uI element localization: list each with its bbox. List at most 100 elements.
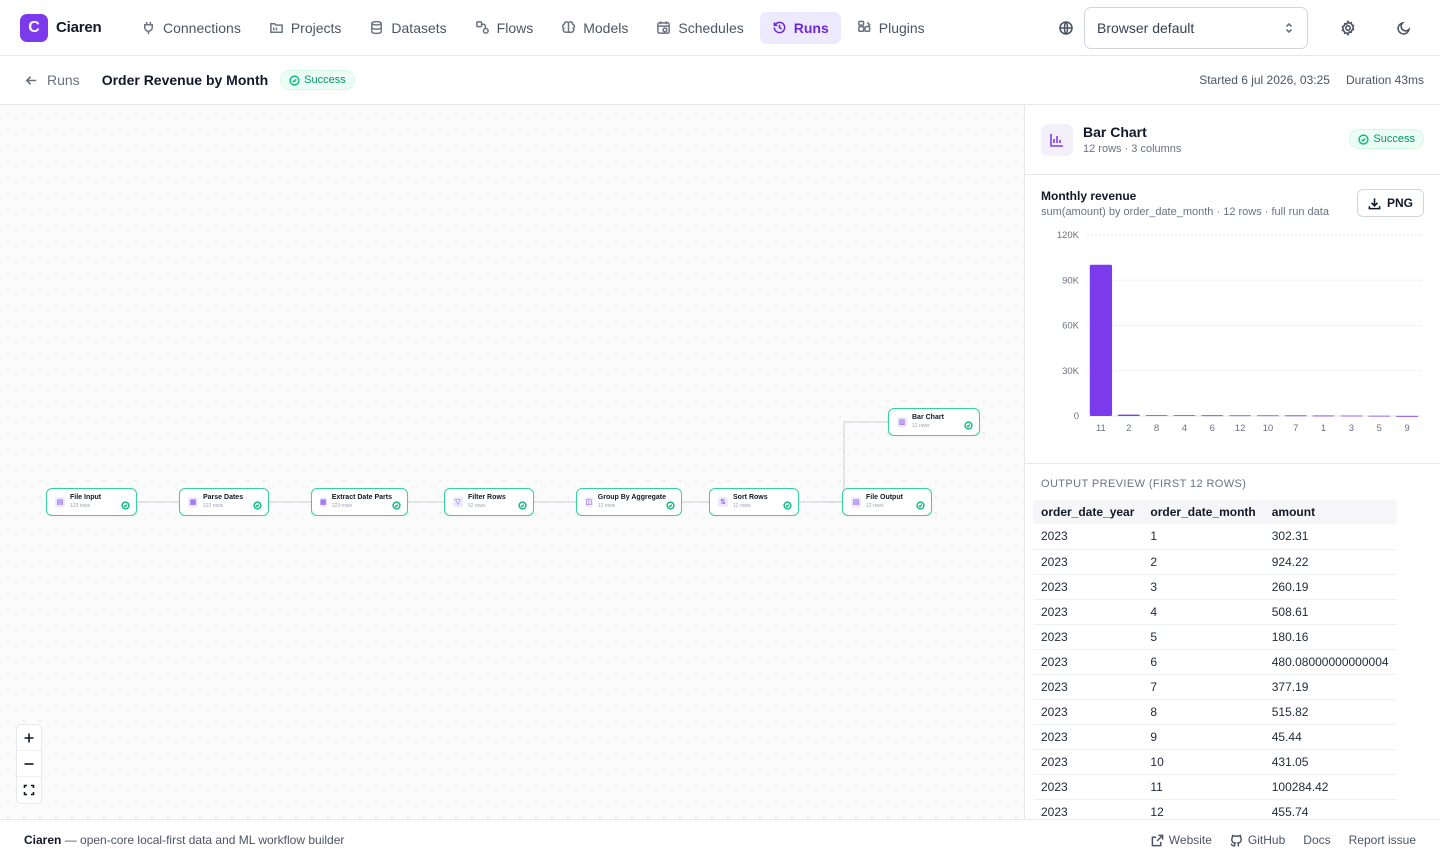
chart-bar bbox=[1340, 415, 1363, 417]
x-tick-label: 9 bbox=[1404, 423, 1409, 434]
flow-canvas[interactable]: ▤ File Input 123 rows ▦ Parse Dates 123 ro… bbox=[0, 105, 1024, 819]
back-to-runs-link[interactable]: Runs bbox=[24, 72, 80, 88]
theme-toggle-button[interactable] bbox=[1388, 12, 1420, 44]
edge bbox=[820, 421, 888, 503]
report-issue-link[interactable]: Report issue bbox=[1349, 833, 1416, 847]
database-icon bbox=[371, 20, 383, 35]
check-circle-icon bbox=[253, 498, 262, 510]
panel-icon bbox=[1041, 123, 1073, 156]
check-circle-icon bbox=[783, 498, 792, 510]
chart-bar bbox=[1201, 415, 1224, 417]
x-tick-label: 6 bbox=[1210, 423, 1215, 434]
brand[interactable]: C Ciaren bbox=[20, 13, 125, 42]
table-cell: 924.22 bbox=[1263, 549, 1397, 575]
table-row: 2023 9 45.44 bbox=[1033, 724, 1397, 750]
flow-node-file-input[interactable]: ▤ File Input 123 rows bbox=[46, 488, 137, 516]
node-name: File Output bbox=[866, 494, 903, 501]
nav-item-label: Schedules bbox=[678, 19, 744, 36]
x-tick-label: 11 bbox=[1096, 423, 1106, 434]
nav-item-runs[interactable]: Runs bbox=[759, 11, 841, 44]
panel-header: Bar Chart 12 rows · 3 columns Success bbox=[1025, 105, 1440, 175]
nav-item-connections[interactable]: Connections bbox=[129, 12, 253, 44]
fit-view-icon bbox=[23, 784, 35, 796]
minus-icon bbox=[24, 762, 34, 765]
flow-node-extract-date-parts[interactable]: ▦ Extract Date Parts 123 rows bbox=[311, 488, 408, 516]
globe-button[interactable] bbox=[1050, 12, 1082, 44]
chart-bar bbox=[1312, 415, 1335, 417]
flow-node-filter-rows[interactable]: ▽ Filter Rows 52 rows bbox=[444, 488, 534, 516]
language-select-value: Browser default bbox=[1097, 20, 1195, 36]
table-row: 2023 5 180.16 bbox=[1033, 624, 1397, 650]
plug-icon bbox=[144, 21, 153, 35]
zoom-in-button[interactable] bbox=[17, 725, 41, 751]
node-status-label: Success bbox=[1373, 133, 1415, 145]
github-link-label: GitHub bbox=[1247, 833, 1286, 847]
table-cell: 12 bbox=[1142, 799, 1264, 819]
node-name: Extract Date Parts bbox=[331, 494, 392, 501]
flow-node-parse-dates[interactable]: ▦ Parse Dates 123 rows bbox=[179, 488, 269, 516]
check-circle-icon bbox=[666, 498, 675, 510]
node-rows: 52 rows bbox=[468, 503, 486, 509]
table-cell: 2023 bbox=[1033, 724, 1143, 750]
app-logo: C bbox=[20, 13, 48, 42]
flow-node-group-by-aggregate[interactable]: ◫ Group By Aggregate 12 rows bbox=[576, 488, 682, 516]
footer-links: Website GitHub Docs Report issue bbox=[1151, 833, 1416, 847]
output-table: order_date_year order_date_month amount … bbox=[1033, 500, 1397, 819]
nav-item-projects[interactable]: Projects bbox=[257, 12, 354, 44]
zoom-out-button[interactable] bbox=[17, 751, 41, 777]
y-tick-label: 90K bbox=[1062, 275, 1080, 286]
fit-view-button[interactable] bbox=[17, 777, 41, 803]
node-status-badge: Success bbox=[1349, 129, 1424, 149]
github-link[interactable]: GitHub bbox=[1230, 833, 1285, 847]
table-cell: 2023 bbox=[1033, 674, 1143, 700]
chart-section: 0 30K 60K 90K 120K 11 2 8 4 6 12 10 7 1 3 5 9 Monthly re… bbox=[1025, 175, 1440, 464]
check-circle-icon bbox=[289, 74, 300, 86]
zoom-controls bbox=[16, 724, 42, 804]
table-cell: 8 bbox=[1142, 699, 1264, 725]
arrow-left-icon bbox=[25, 75, 37, 85]
nav-item-flows[interactable]: Flows bbox=[463, 12, 546, 44]
chart-bar bbox=[1173, 415, 1196, 417]
x-tick-label: 7 bbox=[1293, 423, 1298, 434]
chart-title: Monthly revenue bbox=[1041, 189, 1137, 203]
chart-bar bbox=[1284, 415, 1307, 417]
nav-item-plugins[interactable]: Plugins bbox=[845, 12, 937, 44]
table-row: 2023 1 302.31 bbox=[1033, 524, 1397, 550]
flow-node-bar-chart[interactable]: ▥ Bar Chart 12 rows bbox=[888, 408, 980, 436]
nav-item-schedules[interactable]: Schedules bbox=[644, 12, 755, 44]
website-link-label: Website bbox=[1168, 833, 1212, 847]
node-detail-panel: Bar Chart 12 rows · 3 columns Success 0 3… bbox=[1024, 105, 1440, 819]
table-cell: 2023 bbox=[1033, 649, 1143, 675]
group-icon: ◫ bbox=[585, 497, 593, 507]
app-name: Ciaren bbox=[56, 19, 102, 36]
table-row: 2023 8 515.82 bbox=[1033, 699, 1397, 725]
node-name: Sort Rows bbox=[733, 494, 768, 501]
table-cell: 302.31 bbox=[1263, 524, 1397, 550]
y-tick-label: 120K bbox=[1057, 230, 1080, 241]
x-tick-label: 12 bbox=[1235, 423, 1246, 434]
node-rows: 12 rows bbox=[866, 503, 884, 509]
chart-bar bbox=[1228, 415, 1252, 417]
language-select[interactable]: Browser default bbox=[1084, 7, 1308, 49]
website-link[interactable]: Website bbox=[1151, 833, 1212, 847]
flow-node-file-output[interactable]: ▤ File Output 12 rows bbox=[842, 488, 932, 516]
node-rows: 12 rows bbox=[733, 503, 751, 509]
table-cell: 260.19 bbox=[1263, 574, 1397, 600]
flow-node-sort-rows[interactable]: ⇅ Sort Rows 12 rows bbox=[709, 488, 799, 516]
table-cell: 9 bbox=[1142, 724, 1264, 750]
folder-icon bbox=[269, 23, 283, 33]
check-circle-icon bbox=[964, 418, 973, 430]
settings-button[interactable] bbox=[1332, 12, 1364, 44]
run-duration: Duration 43ms bbox=[1345, 73, 1424, 87]
calendar-clock-icon bbox=[657, 21, 671, 34]
nav-item-datasets[interactable]: Datasets bbox=[357, 12, 458, 44]
table-cell: 3 bbox=[1142, 574, 1264, 600]
nav-item-models[interactable]: Models bbox=[549, 12, 640, 44]
back-label: Runs bbox=[47, 72, 80, 88]
download-png-button[interactable]: PNG bbox=[1356, 189, 1424, 217]
node-name: File Input bbox=[70, 494, 102, 501]
plus-icon bbox=[24, 733, 34, 742]
docs-link[interactable]: Docs bbox=[1303, 833, 1330, 847]
node-name: Bar Chart bbox=[912, 414, 944, 421]
nav-item-label: Models bbox=[583, 19, 629, 36]
